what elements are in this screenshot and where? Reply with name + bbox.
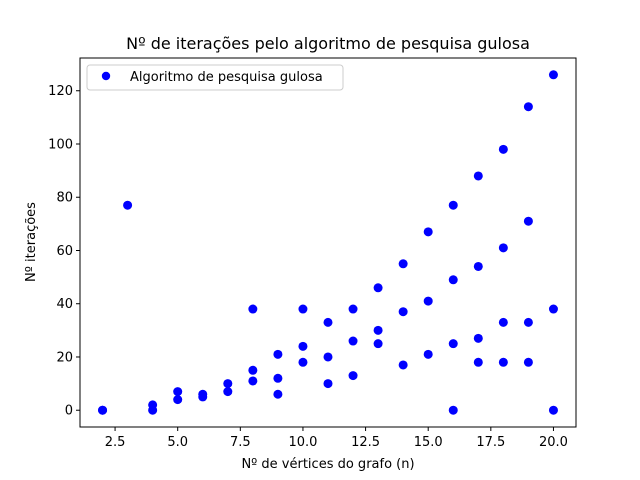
scatter-point bbox=[273, 389, 283, 399]
x-tick-label: 20.0 bbox=[539, 435, 568, 450]
scatter-point bbox=[373, 325, 383, 335]
scatter-point bbox=[123, 200, 133, 210]
scatter-point bbox=[148, 405, 158, 415]
scatter-point bbox=[548, 304, 558, 314]
scatter-point bbox=[398, 360, 408, 370]
legend-label: Algoritmo de pesquisa gulosa bbox=[130, 70, 323, 85]
scatter-point bbox=[398, 307, 408, 317]
scatter-point bbox=[223, 379, 233, 389]
scatter-point bbox=[223, 387, 233, 397]
x-tick-label: 12.5 bbox=[351, 435, 380, 450]
scatter-point bbox=[498, 144, 508, 154]
scatter-point bbox=[523, 357, 533, 367]
y-tick-label: 100 bbox=[48, 137, 73, 152]
scatter-point bbox=[498, 243, 508, 253]
x-tick-label: 7.5 bbox=[230, 435, 251, 450]
scatter-point bbox=[373, 339, 383, 349]
scatter-point bbox=[98, 405, 108, 415]
x-axis: 2.5 5.0 7.5 10.0 12.5 15.0 17.5 20.0 bbox=[105, 427, 568, 450]
scatter-point bbox=[523, 317, 533, 327]
scatter-point bbox=[523, 102, 533, 112]
scatter-point bbox=[348, 371, 358, 381]
scatter-point bbox=[523, 216, 533, 226]
scatter-point bbox=[498, 317, 508, 327]
scatter-point bbox=[298, 357, 308, 367]
scatter-point bbox=[248, 304, 258, 314]
scatter-point bbox=[373, 283, 383, 293]
x-tick-label: 10.0 bbox=[288, 435, 317, 450]
y-tick-label: 40 bbox=[56, 297, 73, 312]
scatter-point bbox=[498, 357, 508, 367]
plot-area bbox=[79, 57, 577, 428]
y-tick-label: 80 bbox=[56, 191, 73, 206]
scatter-point bbox=[448, 339, 458, 349]
chart-title: Nº de iterações pelo algoritmo de pesqui… bbox=[126, 34, 530, 53]
y-tick-label: 60 bbox=[56, 244, 73, 259]
scatter-point bbox=[298, 341, 308, 351]
scatter-point bbox=[448, 405, 458, 415]
x-tick-label: 15.0 bbox=[414, 435, 443, 450]
scatter-point bbox=[273, 373, 283, 383]
legend: Algoritmo de pesquisa gulosa bbox=[86, 64, 344, 91]
scatter-point bbox=[323, 317, 333, 327]
y-tick-label: 0 bbox=[65, 404, 73, 419]
scatter-point bbox=[323, 379, 333, 389]
scatter-point bbox=[423, 227, 433, 237]
scatter-point bbox=[273, 349, 283, 359]
scatter-point bbox=[173, 395, 183, 405]
y-axis-label: Nº iterações bbox=[24, 202, 39, 282]
y-axis: 0 20 40 60 80 100 120 bbox=[48, 84, 80, 419]
scatter-point bbox=[448, 275, 458, 285]
scatter-point bbox=[198, 392, 208, 402]
legend-box bbox=[86, 64, 344, 91]
y-tick-label: 20 bbox=[56, 350, 73, 365]
x-tick-label: 2.5 bbox=[105, 435, 126, 450]
scatter-point bbox=[248, 376, 258, 386]
scatter-point bbox=[423, 349, 433, 359]
scatter-point bbox=[173, 387, 183, 397]
legend-marker bbox=[101, 71, 111, 81]
scatter-point bbox=[473, 333, 483, 343]
scatter-point bbox=[448, 200, 458, 210]
scatter-point bbox=[473, 171, 483, 181]
scatter-point bbox=[473, 357, 483, 367]
x-tick-label: 5.0 bbox=[167, 435, 188, 450]
scatter-point bbox=[548, 70, 558, 80]
scatter-point bbox=[248, 365, 258, 375]
x-tick-label: 17.5 bbox=[476, 435, 505, 450]
scatter-point bbox=[348, 304, 358, 314]
scatter-point bbox=[473, 261, 483, 271]
scatter-point bbox=[298, 304, 308, 314]
x-axis-label: Nº de vértices do grafo (n) bbox=[241, 457, 414, 472]
data-points bbox=[98, 70, 558, 415]
scatter-point bbox=[398, 259, 408, 269]
y-tick-label: 120 bbox=[48, 84, 73, 99]
scatter-point bbox=[323, 352, 333, 362]
scatter-point bbox=[548, 405, 558, 415]
scatter-point bbox=[423, 296, 433, 306]
scatter-point bbox=[348, 336, 358, 346]
